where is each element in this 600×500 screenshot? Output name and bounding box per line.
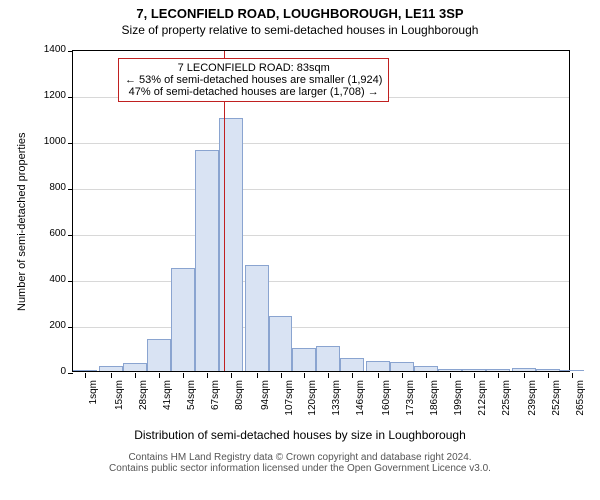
x-tick-label: 1sqm	[88, 380, 99, 424]
callout-line-2: ← 53% of semi-detached houses are smalle…	[125, 74, 382, 86]
x-tick	[474, 373, 475, 378]
footer: Contains HM Land Registry data © Crown c…	[0, 452, 600, 474]
x-tick-label: 146sqm	[355, 380, 366, 424]
x-axis-label: Distribution of semi-detached houses by …	[0, 428, 600, 442]
x-tick	[183, 373, 184, 378]
x-tick	[352, 373, 353, 378]
histogram-bar	[292, 348, 316, 371]
y-tick-label: 200	[32, 320, 66, 331]
x-tick	[524, 373, 525, 378]
gridline	[73, 327, 569, 328]
x-tick-label: 252sqm	[551, 380, 562, 424]
gridline	[73, 281, 569, 282]
x-tick-label: 54sqm	[186, 380, 197, 424]
x-tick	[85, 373, 86, 378]
chart-subtitle: Size of property relative to semi-detach…	[0, 21, 600, 37]
footer-line-1: Contains HM Land Registry data © Crown c…	[128, 452, 471, 463]
x-tick	[572, 373, 573, 378]
histogram-bar	[99, 366, 123, 371]
histogram-bar	[269, 316, 293, 371]
y-tick	[68, 189, 73, 190]
y-tick	[68, 373, 73, 374]
x-tick-label: 239sqm	[527, 380, 538, 424]
x-tick	[231, 373, 232, 378]
x-tick-label: 120sqm	[307, 380, 318, 424]
histogram-bar	[366, 361, 390, 371]
x-tick	[328, 373, 329, 378]
gridline	[73, 189, 569, 190]
histogram-bar	[512, 368, 536, 371]
histogram-bar	[195, 150, 219, 371]
callout-line-1: 7 LECONFIELD ROAD: 83sqm	[125, 62, 382, 74]
x-tick-label: 28sqm	[138, 380, 149, 424]
histogram-bar	[316, 346, 340, 371]
histogram-bar	[171, 268, 195, 372]
x-tick-label: 186sqm	[429, 380, 440, 424]
y-tick	[68, 327, 73, 328]
x-tick-label: 41sqm	[162, 380, 173, 424]
y-tick	[68, 51, 73, 52]
histogram-bar	[414, 366, 438, 371]
x-tick-label: 133sqm	[331, 380, 342, 424]
y-tick	[68, 235, 73, 236]
x-tick	[304, 373, 305, 378]
histogram-bar	[245, 265, 269, 371]
x-tick	[159, 373, 160, 378]
x-tick	[426, 373, 427, 378]
histogram-bar	[123, 363, 147, 371]
y-tick-label: 400	[32, 274, 66, 285]
y-tick-label: 1000	[32, 136, 66, 147]
x-tick-label: 80sqm	[234, 380, 245, 424]
x-tick-label: 212sqm	[477, 380, 488, 424]
histogram-bar	[340, 358, 364, 371]
gridline	[73, 143, 569, 144]
x-tick	[450, 373, 451, 378]
x-tick-label: 265sqm	[575, 380, 586, 424]
x-tick	[135, 373, 136, 378]
x-tick	[548, 373, 549, 378]
y-tick-label: 1400	[32, 44, 66, 55]
x-tick	[281, 373, 282, 378]
y-tick	[68, 97, 73, 98]
x-tick-label: 173sqm	[405, 380, 416, 424]
histogram-bar	[73, 370, 97, 371]
histogram-bar	[147, 339, 171, 371]
chart-title: 7, LECONFIELD ROAD, LOUGHBOROUGH, LE11 3…	[0, 0, 600, 21]
x-tick-label: 107sqm	[284, 380, 295, 424]
x-tick	[378, 373, 379, 378]
x-tick-label: 15sqm	[114, 380, 125, 424]
x-tick	[257, 373, 258, 378]
y-tick	[68, 281, 73, 282]
gridline	[73, 235, 569, 236]
x-tick-label: 225sqm	[501, 380, 512, 424]
callout-box: 7 LECONFIELD ROAD: 83sqm ← 53% of semi-d…	[118, 58, 389, 102]
x-tick-label: 199sqm	[453, 380, 464, 424]
x-tick	[402, 373, 403, 378]
y-tick-label: 1200	[32, 90, 66, 101]
histogram-bar	[560, 370, 584, 371]
histogram-bar	[462, 369, 486, 371]
histogram-bar	[486, 369, 510, 371]
histogram-bar	[438, 369, 462, 371]
y-tick-label: 800	[32, 182, 66, 193]
y-tick-label: 0	[32, 366, 66, 377]
callout-line-3: 47% of semi-detached houses are larger (…	[125, 86, 382, 98]
y-tick-label: 600	[32, 228, 66, 239]
x-tick-label: 67sqm	[210, 380, 221, 424]
footer-line-2: Contains public sector information licen…	[0, 463, 600, 474]
y-tick	[68, 143, 73, 144]
histogram-bar	[219, 118, 243, 371]
x-tick-label: 160sqm	[381, 380, 392, 424]
histogram-bar	[536, 369, 560, 371]
x-tick	[207, 373, 208, 378]
x-tick	[498, 373, 499, 378]
x-tick	[111, 373, 112, 378]
y-axis-label: Number of semi-detached properties	[16, 132, 28, 311]
histogram-bar	[390, 362, 414, 371]
x-tick-label: 94sqm	[260, 380, 271, 424]
